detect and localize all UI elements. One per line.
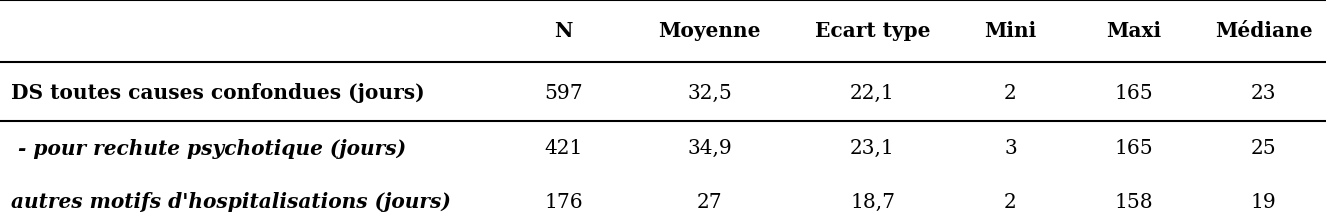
- Text: 19: 19: [1250, 192, 1277, 212]
- Text: 23: 23: [1250, 84, 1277, 103]
- Text: - pour rechute psychotique (jours): - pour rechute psychotique (jours): [11, 139, 406, 159]
- Text: autres motifs d'hospitalisations (jours): autres motifs d'hospitalisations (jours): [11, 192, 451, 212]
- Text: 3: 3: [1004, 139, 1017, 158]
- Text: 165: 165: [1114, 84, 1154, 103]
- Text: 421: 421: [545, 139, 582, 158]
- Text: 23,1: 23,1: [850, 139, 895, 158]
- Text: 22,1: 22,1: [850, 84, 895, 103]
- Text: 25: 25: [1250, 139, 1277, 158]
- Text: 27: 27: [696, 192, 723, 212]
- Text: 176: 176: [544, 192, 583, 212]
- Text: N: N: [554, 21, 573, 41]
- Text: 2: 2: [1004, 84, 1017, 103]
- Text: Ecart type: Ecart type: [814, 21, 931, 41]
- Text: Maxi: Maxi: [1106, 21, 1162, 41]
- Text: Mini: Mini: [984, 21, 1037, 41]
- Text: 165: 165: [1114, 139, 1154, 158]
- Text: 158: 158: [1114, 192, 1154, 212]
- Text: 32,5: 32,5: [687, 84, 732, 103]
- Text: Médiane: Médiane: [1215, 21, 1313, 41]
- Text: Moyenne: Moyenne: [658, 21, 761, 41]
- Text: DS toutes causes confondues (jours): DS toutes causes confondues (jours): [11, 83, 424, 103]
- Text: 597: 597: [544, 84, 583, 103]
- Text: 2: 2: [1004, 192, 1017, 212]
- Text: 34,9: 34,9: [687, 139, 732, 158]
- Text: 18,7: 18,7: [850, 192, 895, 212]
